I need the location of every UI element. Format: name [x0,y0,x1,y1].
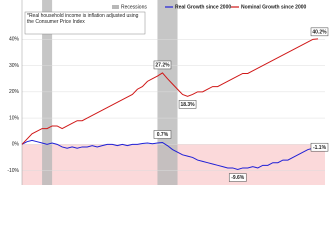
value-label: 0.7% [157,132,169,138]
legend-label: Recessions [121,5,147,11]
value-label-box [178,100,197,109]
value-label: 40.2% [312,29,327,35]
value-label: 18.3% [180,102,195,108]
value-label: -1.1% [313,145,327,151]
recession-band [157,0,178,185]
series-line [21,139,319,171]
legend-swatch [112,5,119,9]
value-label-box [228,173,247,182]
legend-label: Nominal Growth since 2000 [241,5,307,11]
y-tick-label: 30% [9,63,20,69]
y-tick-label: 20% [9,89,20,95]
value-label-box [153,130,172,139]
chart: -10% 0% 10% 20% 30% 40% 0.7% -9.6% -1.1% 27.2% 18.… [7,0,329,185]
y-tick-label: 0% [12,142,20,148]
note-container: *Real household income is inflation adju… [27,13,139,25]
series-line [21,38,319,145]
value-label-box [153,60,172,70]
value-label-box [310,27,329,37]
y-tick-label: 40% [9,37,20,43]
note-box [24,11,146,35]
y-tick-label: -10% [7,168,19,174]
value-label: 27.2% [155,63,170,69]
legend-label: Real Growth since 2000 [175,5,231,11]
value-label: -9.6% [231,175,245,181]
note: *Real household income is inflation adju… [27,13,139,25]
value-label-box [310,142,329,152]
y-tick-label: 10% [9,115,20,121]
recession-band [42,0,53,185]
